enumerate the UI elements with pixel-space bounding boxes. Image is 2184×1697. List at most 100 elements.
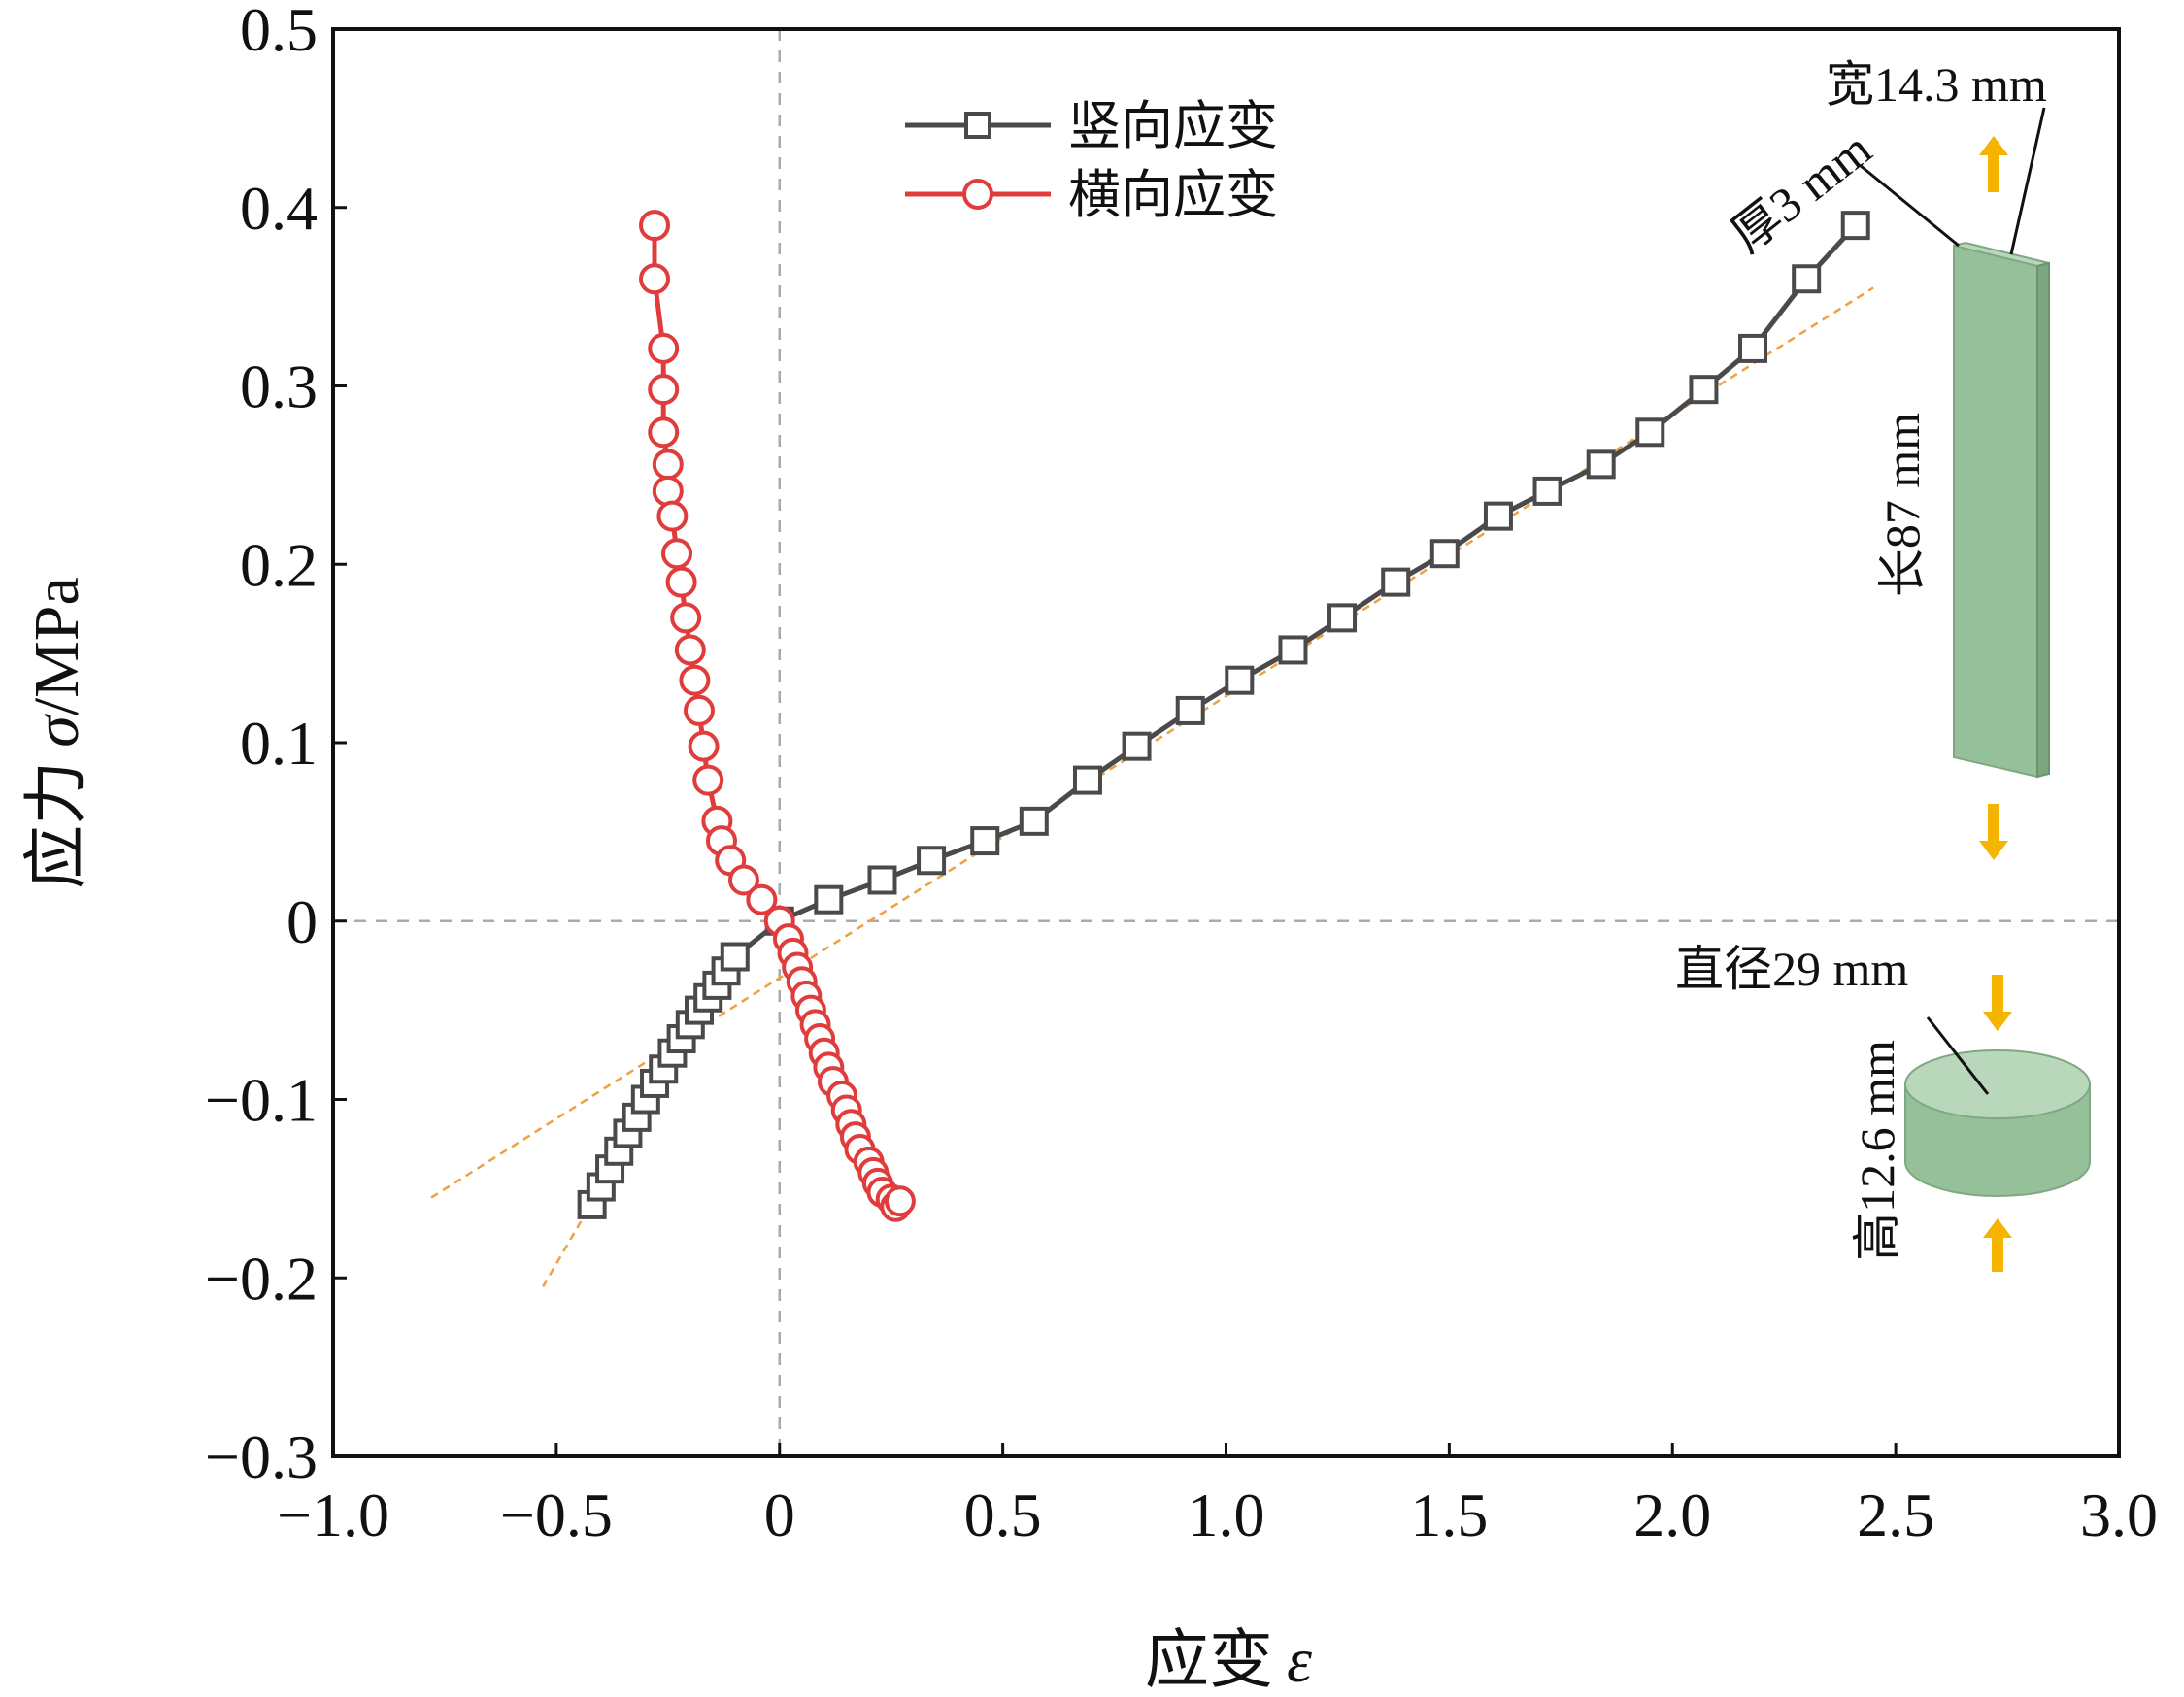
data-point-circle	[648, 416, 680, 449]
y-tick-label: 0	[286, 887, 318, 956]
data-point-square	[1381, 567, 1411, 597]
cylinder-diameter-leader	[1926, 1016, 1990, 1095]
data-point-square	[1327, 603, 1358, 633]
arrow-up-icon	[1979, 136, 2008, 192]
x-tick-label: 0.5	[964, 1481, 1042, 1549]
legend-marker-square	[964, 112, 991, 139]
x-axis-symbol: ε	[1287, 1625, 1312, 1696]
cylinder-height-label: 高12.6 mm	[1850, 1040, 1904, 1261]
bar-width-label: 宽14.3 mm	[1826, 57, 2047, 112]
data-point-square	[1072, 765, 1102, 795]
data-point-square	[1792, 264, 1822, 294]
y-tick-label: 0.5	[240, 0, 318, 64]
data-point-circle	[648, 374, 680, 406]
y-axis-title: 应力 σ/MPa	[21, 577, 92, 889]
zero-reference-lines	[333, 29, 2119, 1456]
data-point-square	[1429, 539, 1460, 569]
data-point-square	[1483, 501, 1513, 531]
cylinder-diameter-label: 直径29 mm	[1675, 942, 1908, 996]
x-axis-label: 应变	[1145, 1625, 1273, 1696]
arrow-down-icon	[1979, 804, 2008, 860]
data-point-square	[1019, 806, 1049, 836]
data-point-circle	[674, 634, 706, 666]
data-point-square	[867, 865, 897, 895]
data-point-square	[1225, 665, 1255, 695]
cylinder-top-face	[1904, 1049, 2091, 1119]
y-tick-label: 0.3	[240, 352, 318, 421]
legend-marker-circle	[962, 179, 993, 210]
legend-entry-horizontal: 横向应变	[905, 166, 1278, 224]
data-point-circle	[670, 602, 702, 634]
bar-specimen-illustration: 宽14.3 mm 厚3 mm 长87 mm	[1721, 57, 2050, 860]
data-point-circle	[884, 1185, 916, 1217]
data-point-square	[1635, 417, 1665, 448]
data-point-circle	[679, 664, 711, 696]
y-tick-label: 0.2	[240, 530, 318, 599]
series-line	[589, 223, 1858, 1207]
x-tick-label: 1.0	[1188, 1481, 1265, 1549]
bar-thickness-label: 厚3 mm	[1721, 121, 1881, 263]
y-tick-label: 0.4	[240, 174, 318, 243]
cylinder-compression-arrow-down	[1983, 975, 2012, 1031]
data-point-square	[970, 826, 1000, 856]
cylinder-compression-arrow-up	[1983, 1218, 2012, 1272]
data-point-circle	[661, 538, 693, 570]
bar-length-label: 长87 mm	[1875, 413, 1930, 597]
y-axis-symbol: σ	[21, 714, 92, 748]
y-axis-unit: /MPa	[21, 577, 92, 715]
legend-label-vertical: 竖向应变	[1068, 97, 1278, 155]
x-tick-label: −1.0	[277, 1481, 389, 1549]
series-horizontal-strain	[639, 210, 916, 1222]
cylinder-specimen-illustration: 直径29 mm 高12.6 mm	[1675, 942, 2091, 1272]
data-point-square	[1689, 375, 1719, 405]
data-point-square	[814, 884, 844, 915]
y-tick-label: 0.1	[240, 709, 318, 778]
bar-tension-arrow-up	[1979, 136, 2008, 192]
data-point-square	[1122, 731, 1152, 761]
data-point-circle	[648, 332, 680, 364]
x-tick-label: −0.5	[500, 1481, 613, 1549]
data-point-square	[1586, 449, 1616, 480]
x-tick-label: 2.5	[1857, 1481, 1934, 1549]
series-vertical-strain	[577, 211, 1870, 1219]
data-point-circle	[746, 883, 778, 915]
data-point-square	[1175, 695, 1205, 725]
y-tick-label: −0.3	[205, 1422, 318, 1491]
bar-specimen-front-face	[1953, 244, 2038, 779]
data-point-circle	[692, 764, 724, 796]
bar-thickness-leader	[1859, 163, 1960, 248]
x-tick-label: 2.0	[1633, 1481, 1711, 1549]
data-point-circle	[656, 500, 689, 532]
data-point-circle	[639, 263, 671, 295]
data-point-square	[720, 942, 750, 972]
legend-label-horizontal: 横向应变	[1068, 166, 1278, 224]
data-point-square	[917, 846, 947, 876]
data-point-circle	[639, 210, 671, 242]
y-tick-label: −0.1	[205, 1066, 318, 1135]
x-tick-label: 1.5	[1410, 1481, 1488, 1549]
data-point-circle	[688, 730, 720, 762]
legend: 竖向应变 横向应变	[905, 97, 1278, 224]
data-point-square	[1532, 476, 1562, 506]
arrow-down-icon	[1983, 975, 2012, 1031]
data-point-circle	[652, 449, 684, 481]
data-point-circle	[652, 475, 684, 507]
y-axis-label: 应力	[21, 761, 92, 889]
data-point-square	[1738, 333, 1768, 363]
data-point-square	[1278, 635, 1308, 665]
legend-entry-vertical: 竖向应变	[905, 97, 1278, 155]
series-layer	[577, 210, 1870, 1222]
y-tick-label: −0.2	[205, 1244, 318, 1313]
data-point-circle	[683, 694, 715, 726]
x-tick-label: 3.0	[2080, 1481, 2158, 1549]
bar-width-leader	[2009, 107, 2046, 255]
x-axis-title: 应变 ε	[1145, 1625, 1312, 1696]
fit-line-0	[430, 286, 1874, 1199]
data-point-circle	[727, 864, 759, 896]
data-point-square	[1840, 211, 1870, 241]
axes: −1.0 −0.5 0 0.5 1.0 1.5 2.0 2.5 3.0 −0.3 −0.2 −0.1 0…	[205, 0, 2158, 1549]
bar-tension-arrow-down	[1979, 804, 2008, 860]
arrow-up-icon	[1983, 1218, 2012, 1272]
data-point-circle	[665, 566, 697, 598]
